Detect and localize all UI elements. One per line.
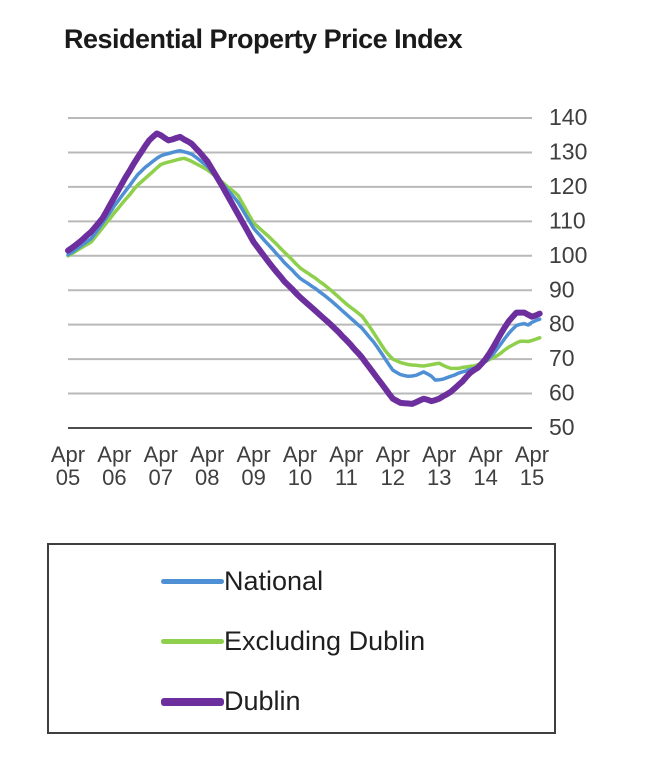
legend-item-dublin: Dublin xyxy=(49,672,554,732)
x-tick-label: Apr 11 xyxy=(329,442,363,490)
legend-box: National Excluding Dublin Dublin xyxy=(47,543,556,734)
x-tick-label: Apr 06 xyxy=(97,442,131,490)
x-tick-label: Apr 10 xyxy=(283,442,317,490)
legend-label-excluding-dublin: Excluding Dublin xyxy=(224,625,426,656)
x-tick-label: Apr 05 xyxy=(51,442,85,490)
y-tick-label: 100 xyxy=(549,242,587,268)
y-tick-label: 120 xyxy=(549,173,587,199)
x-tick-label: Apr 09 xyxy=(236,442,270,490)
series-line-national xyxy=(66,148,542,382)
y-tick-label: 60 xyxy=(549,380,575,406)
x-tick-label: Apr 08 xyxy=(190,442,224,490)
national-line-swatch xyxy=(161,578,224,584)
x-tick-label: Apr 14 xyxy=(468,442,502,490)
y-tick-label: 90 xyxy=(549,276,575,302)
y-tick-label: 130 xyxy=(549,139,587,165)
x-tick-label: Apr 13 xyxy=(422,442,456,490)
y-tick-label: 110 xyxy=(549,207,586,233)
series-line-dublin xyxy=(65,130,543,407)
y-tick-label: 140 xyxy=(549,104,587,130)
legend-label-national: National xyxy=(224,565,324,596)
legend-label-dublin: Dublin xyxy=(224,686,301,717)
series-line-excluding-dublin xyxy=(66,156,542,371)
legend-item-national: National xyxy=(49,551,554,611)
y-tick-label: 80 xyxy=(549,311,575,337)
line-chart: 50 60 70 80 90 100 110 120 130 140 Apr 05 Apr 06 Apr 07… xyxy=(51,104,588,490)
dublin-line-swatch xyxy=(161,697,224,706)
x-tick-label: Apr 15 xyxy=(515,442,549,490)
chart-title: Residential Property Price Index xyxy=(64,24,463,54)
legend-item-excluding-dublin: Excluding Dublin xyxy=(49,611,554,671)
excluding-dublin-line-swatch xyxy=(161,638,224,644)
y-tick-label: 70 xyxy=(549,345,575,371)
y-tick-label: 50 xyxy=(549,414,575,440)
x-tick-label: Apr 07 xyxy=(144,442,178,490)
x-tick-label: Apr 12 xyxy=(376,442,410,490)
